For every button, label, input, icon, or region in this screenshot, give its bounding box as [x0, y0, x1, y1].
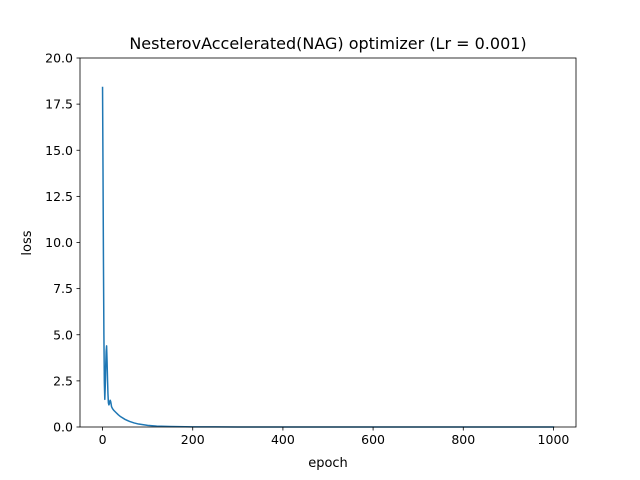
- x-tick-label: 200: [181, 432, 205, 447]
- x-tick-label: 800: [451, 432, 475, 447]
- y-tick-label: 12.5: [45, 189, 73, 204]
- x-tick-label: 1000: [538, 432, 570, 447]
- y-tick-label: 20.0: [45, 51, 73, 66]
- y-axis-ticks: 0.0 2.5 5.0 7.5 10.0 12.5 15.0 17.5 20.0: [45, 51, 80, 435]
- x-tick-label: 400: [271, 432, 295, 447]
- x-tick-label: 600: [361, 432, 385, 447]
- y-tick-label: 7.5: [53, 281, 73, 296]
- x-axis-ticks: 0 200 400 600 800 1000: [99, 427, 570, 447]
- x-axis-label: epoch: [308, 456, 348, 471]
- y-tick-label: 2.5: [53, 373, 73, 388]
- y-axis-label: loss: [20, 230, 35, 255]
- y-tick-label: 5.0: [53, 327, 73, 342]
- y-tick-label: 17.5: [45, 97, 73, 112]
- chart-title: NesterovAccelerated(NAG) optimizer (Lr =…: [129, 34, 526, 53]
- y-tick-label: 10.0: [45, 235, 73, 250]
- x-tick-label: 0: [99, 432, 107, 447]
- y-tick-label: 15.0: [45, 143, 73, 158]
- y-tick-label: 0.0: [53, 420, 73, 435]
